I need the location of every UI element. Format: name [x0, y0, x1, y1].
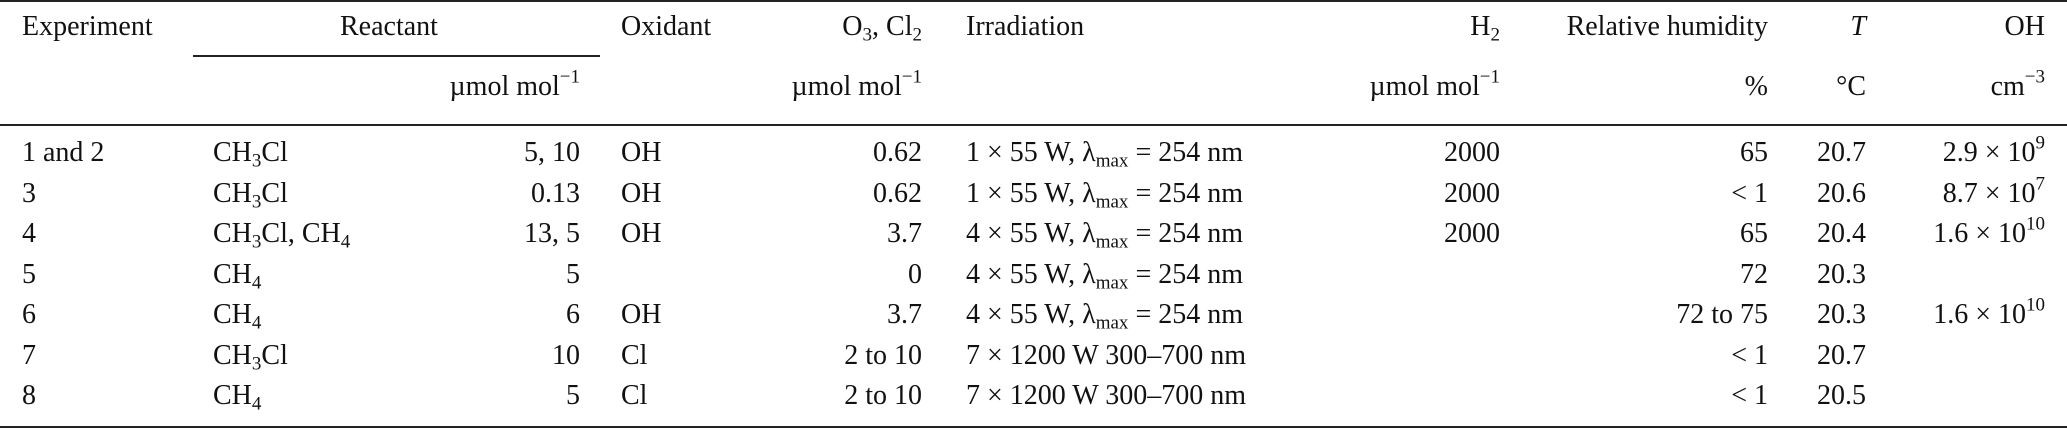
cell-oxidant: OH — [621, 137, 662, 168]
cell-temperature: 20.3 — [1817, 258, 1866, 290]
cell-o3-cl2: 2 to 10 — [844, 339, 922, 371]
cell-relative-humidity: < 1 — [1731, 339, 1768, 371]
cell-reactant-amount: 0.13 — [531, 177, 580, 209]
cell-experiment: 3 — [22, 177, 36, 209]
cell-experiment: 8 — [22, 380, 36, 411]
cell-o3-cl2: 2 to 10 — [844, 380, 922, 411]
cell-reactant: CH3Cl — [213, 339, 288, 375]
cell-irradiation: 7 × 1200 W 300–700 nm — [966, 380, 1246, 411]
cell-o3-cl2: 0 — [908, 258, 922, 290]
cell-oxidant: OH — [621, 218, 662, 249]
cell-irradiation: 4 × 55 W, λmax = 254 nm — [966, 218, 1244, 253]
cell-reactant: CH3Cl — [213, 137, 288, 172]
cell-oh: 8.7 × 107 — [1942, 173, 2045, 209]
unit-oh: cm−3 — [1990, 66, 2045, 102]
cell-o3-cl2: 0.62 — [873, 137, 922, 168]
cell-reactant-amount: 10 — [552, 339, 580, 371]
cell-irradiation: 4 × 55 W, λmax = 254 nm — [966, 299, 1244, 334]
cell-irradiation: 1 × 55 W, λmax = 254 nm — [966, 177, 1244, 213]
cell-experiment: 6 — [22, 299, 36, 330]
cell-temperature: 20.7 — [1817, 137, 1866, 168]
cell-oxidant: OH — [621, 299, 662, 330]
cell-h2: 2000 — [1444, 177, 1500, 209]
cell-temperature: 20.6 — [1817, 177, 1866, 209]
cell-relative-humidity: < 1 — [1731, 380, 1768, 411]
unit-temperature: °C — [1836, 71, 1866, 102]
header-reactant: Reactant — [340, 11, 438, 42]
cell-o3-cl2: 3.7 — [887, 299, 922, 330]
cell-reactant: CH4 — [213, 258, 262, 294]
cell-relative-humidity: < 1 — [1731, 177, 1768, 209]
cell-oh: 1.6 × 1010 — [1933, 294, 2045, 330]
cell-reactant: CH3Cl — [213, 177, 288, 213]
cell-reactant-amount: 13, 5 — [524, 218, 580, 249]
cell-oxidant: Cl — [621, 339, 648, 371]
unit-h2: µmol mol−1 — [1369, 66, 1500, 102]
cell-temperature: 20.3 — [1817, 299, 1866, 330]
cell-experiment: 5 — [22, 258, 36, 290]
cell-irradiation: 1 × 55 W, λmax = 254 nm — [966, 137, 1244, 172]
cell-temperature: 20.7 — [1817, 339, 1866, 371]
cell-oh: 2.9 × 109 — [1942, 132, 2045, 168]
cell-oxidant: Cl — [621, 380, 648, 411]
cell-h2: 2000 — [1444, 218, 1500, 249]
cell-temperature: 20.5 — [1817, 380, 1866, 411]
cell-experiment: 1 and 2 — [22, 137, 105, 168]
cell-irradiation: 7 × 1200 W 300–700 nm — [966, 339, 1246, 371]
cell-experiment: 7 — [22, 339, 36, 371]
reactant-group-rule — [193, 55, 600, 57]
header-oh: OH — [2004, 11, 2045, 42]
header-o3-cl2: O3, Cl2 — [842, 11, 922, 46]
unit-relative-humidity: % — [1744, 71, 1768, 102]
cell-relative-humidity: 65 — [1740, 137, 1768, 168]
cell-temperature: 20.4 — [1817, 218, 1866, 249]
header-irradiation: Irradiation — [966, 11, 1085, 42]
table-top-rule — [0, 0, 2067, 2]
unit-reactant: µmol mol−1 — [449, 66, 580, 102]
header-oxidant: Oxidant — [621, 11, 712, 42]
cell-reactant-amount: 5, 10 — [524, 137, 580, 168]
header-bottom-rule — [0, 124, 2067, 126]
cell-reactant: CH4 — [213, 299, 262, 334]
cell-reactant-amount: 5 — [566, 258, 580, 290]
header-temperature: T — [1850, 11, 1866, 42]
header-experiment: Experiment — [22, 11, 153, 42]
cell-reactant-amount: 6 — [566, 299, 580, 330]
unit-o3-cl2: µmol mol−1 — [791, 66, 922, 102]
cell-relative-humidity: 72 — [1740, 258, 1768, 290]
cell-o3-cl2: 3.7 — [887, 218, 922, 249]
header-h2: H2 — [1470, 11, 1500, 46]
cell-irradiation: 4 × 55 W, λmax = 254 nm — [966, 258, 1244, 294]
cell-relative-humidity: 72 to 75 — [1676, 299, 1768, 330]
table-bottom-rule — [0, 426, 2067, 428]
cell-o3-cl2: 0.62 — [873, 177, 922, 209]
header-relative-humidity: Relative humidity — [1566, 11, 1768, 42]
cell-reactant: CH3Cl, CH4 — [213, 218, 351, 253]
cell-oh: 1.6 × 1010 — [1933, 213, 2045, 249]
cell-h2: 2000 — [1444, 137, 1500, 168]
cell-experiment: 4 — [22, 218, 36, 249]
cell-reactant: CH4 — [213, 380, 262, 415]
cell-reactant-amount: 5 — [566, 380, 580, 411]
cell-relative-humidity: 65 — [1740, 218, 1768, 249]
cell-oxidant: OH — [621, 177, 662, 209]
